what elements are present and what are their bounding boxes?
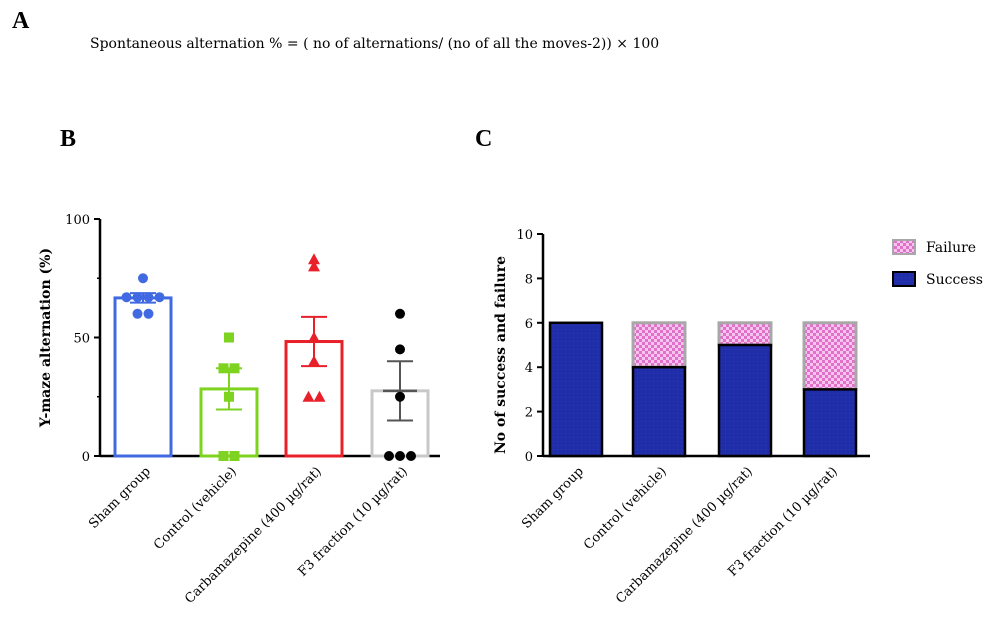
data-point-b (308, 260, 320, 272)
data-point-b (224, 391, 234, 402)
bar-failure-c (802, 321, 858, 391)
data-point-b (229, 451, 240, 461)
legend-label-success: Success (926, 272, 983, 288)
data-point-b (143, 292, 154, 303)
legend-swatch-success (892, 271, 916, 287)
bar-failure-c (631, 321, 687, 369)
y-axis-title-b: Y-maze alternation (%) (38, 248, 54, 428)
data-point-b (384, 451, 394, 461)
category-label-c: Sham group (519, 464, 587, 532)
legend-swatch-failure (892, 239, 916, 255)
panel-label-b: B (60, 126, 77, 152)
bar-success-c (631, 365, 687, 458)
y-tick-label-b: 100 (65, 213, 90, 228)
category-label-c: Carbamazepine (400 µg/rat) (613, 464, 756, 607)
data-point-b (154, 292, 165, 303)
data-point-b (308, 331, 320, 343)
bar-success-c (802, 388, 858, 458)
panel-label-a: A (12, 8, 30, 34)
y-tick-label-c: 8 (525, 272, 533, 287)
data-point-b (143, 308, 154, 319)
y-axis-title-c: No of success and failure (493, 256, 509, 454)
formula-text: Spontaneous alternation % = ( no of alte… (90, 36, 660, 52)
bar-success-c (548, 321, 604, 458)
panel-label-c: C (475, 126, 493, 152)
data-point-b (218, 451, 229, 461)
data-point-b (302, 390, 315, 402)
data-point-b (121, 292, 132, 303)
y-tick-label-c: 6 (525, 317, 533, 332)
data-point-b (395, 391, 405, 402)
bar-success-c (717, 343, 773, 458)
data-point-b (132, 292, 143, 303)
y-tick-label-c: 4 (525, 361, 533, 376)
data-point-b (406, 451, 416, 461)
data-point-b (395, 308, 405, 319)
data-point-b (218, 363, 229, 374)
bar-failure-c (717, 321, 773, 347)
data-point-b (138, 273, 148, 284)
data-point-b (224, 332, 234, 343)
y-tick-label-c: 2 (525, 406, 533, 421)
y-tick-label-c: 10 (516, 228, 533, 243)
data-point-b (229, 363, 240, 374)
legend-label-failure: Failure (926, 240, 976, 256)
data-point-b (132, 308, 143, 319)
y-tick-label-b: 50 (73, 332, 90, 347)
data-point-b (395, 344, 405, 355)
y-tick-label-c: 0 (525, 450, 533, 465)
data-point-b (313, 390, 326, 402)
data-point-b (308, 355, 320, 367)
data-point-b (395, 451, 405, 461)
category-label-c: Control (vehicle) (581, 464, 670, 553)
data-point-b (308, 253, 320, 265)
y-tick-label-b: 0 (82, 450, 90, 465)
